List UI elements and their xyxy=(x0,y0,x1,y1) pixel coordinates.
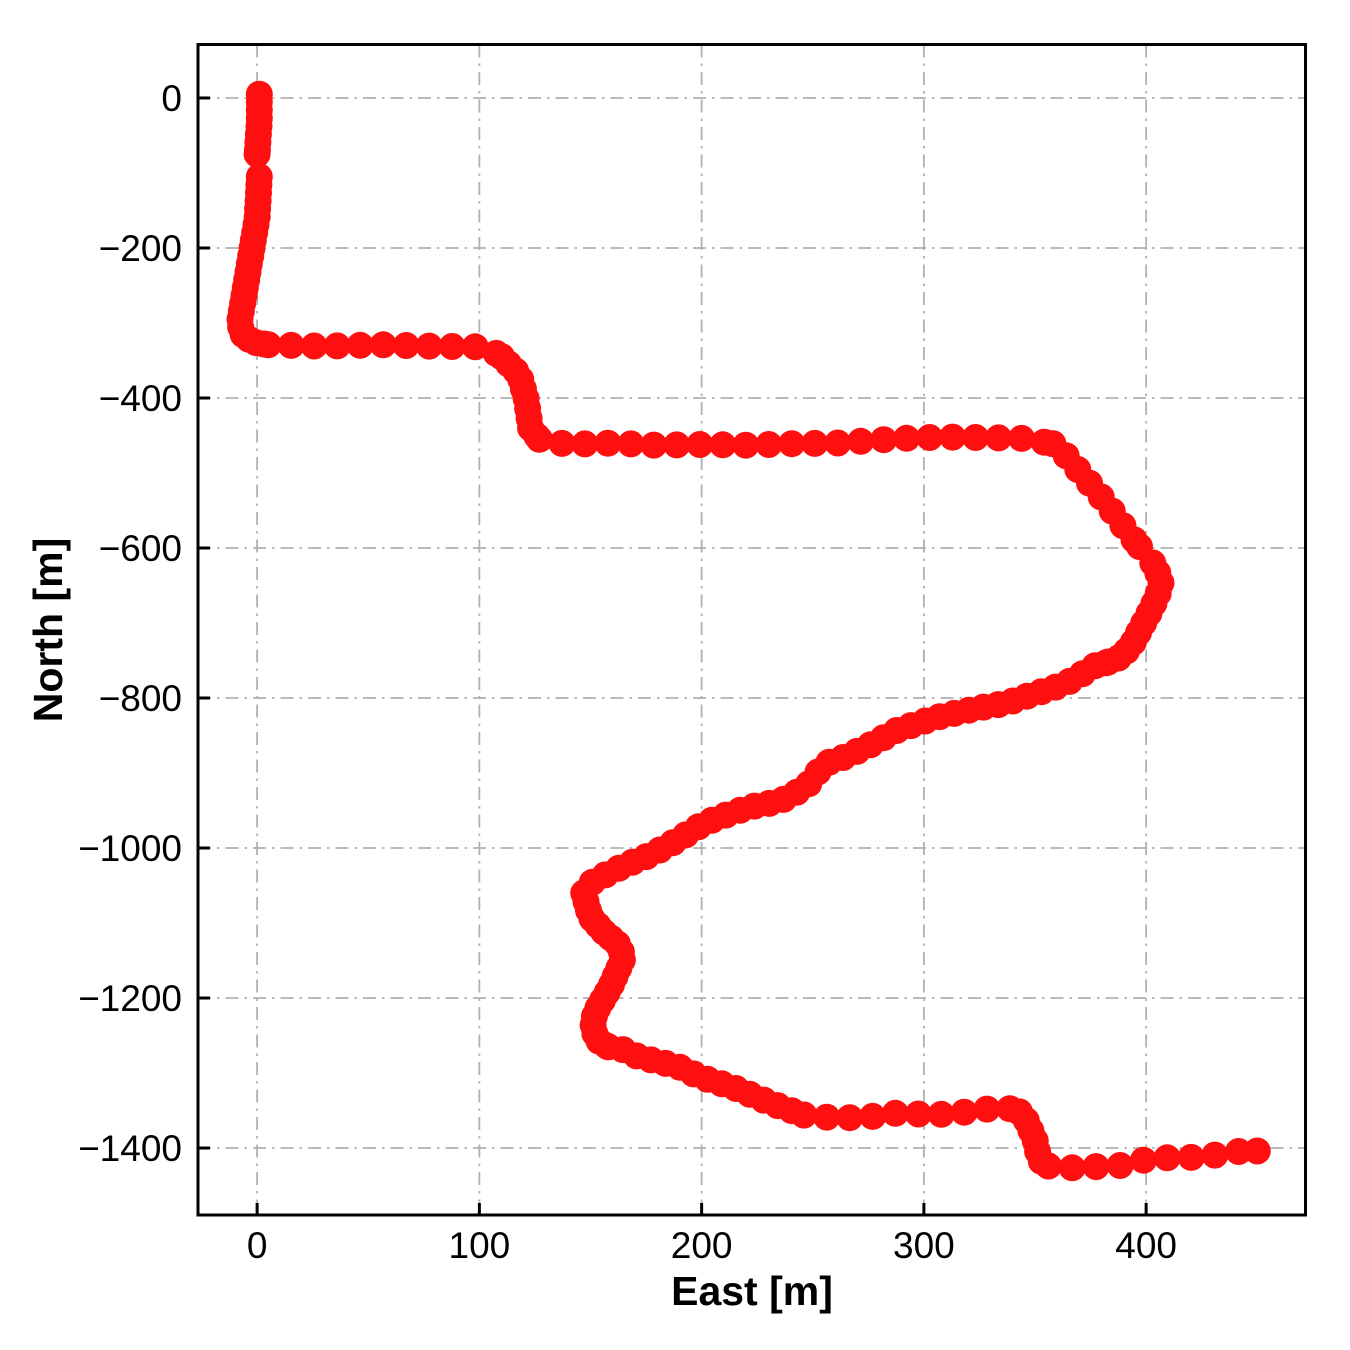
trajectory-dot xyxy=(438,333,466,360)
trajectory-dot xyxy=(277,331,305,359)
trajectory-dot xyxy=(836,1104,864,1132)
trajectory-dot xyxy=(813,1103,841,1131)
trajectory-dot xyxy=(369,331,397,359)
trajectory-dot xyxy=(415,332,443,360)
trajectory-dot xyxy=(950,1098,978,1126)
y-tick-label: −800 xyxy=(99,678,182,719)
trajectory-dot xyxy=(939,423,967,451)
trajectory-dot xyxy=(1106,1152,1134,1179)
trajectory-dot xyxy=(663,431,691,459)
trajectory-dot xyxy=(640,431,668,459)
trajectory-dot xyxy=(916,424,944,451)
trajectory-dot xyxy=(973,1095,1001,1123)
y-axis-label: North [m] xyxy=(25,538,71,722)
trajectory-dot xyxy=(1153,1144,1181,1172)
trajectory-dot xyxy=(870,426,898,454)
trajectory-dot xyxy=(1201,1141,1229,1169)
trajectory-dot xyxy=(962,424,990,451)
trajectory-dot xyxy=(1082,1153,1110,1181)
trajectory-dot xyxy=(904,1100,932,1128)
trajectory-dot xyxy=(847,427,875,455)
trajectory-dot xyxy=(801,429,829,457)
trajectory-dot xyxy=(859,1102,887,1130)
x-tick-label: 200 xyxy=(671,1225,733,1266)
trajectory-dot xyxy=(461,333,489,361)
trajectory-dot xyxy=(824,429,852,457)
y-tick-label: −1000 xyxy=(78,828,182,869)
axis-ticks xyxy=(198,96,1148,1215)
trajectory-dot xyxy=(686,431,714,458)
trajectory-dot xyxy=(893,424,921,452)
trajectory-dot xyxy=(346,331,374,359)
trajectory-dot xyxy=(790,1101,818,1129)
trajectory-dot xyxy=(525,425,553,453)
y-tick-label: −200 xyxy=(99,228,182,269)
trajectory-dot xyxy=(300,332,328,360)
x-tick-label: 100 xyxy=(449,1225,511,1266)
trajectory-dot xyxy=(323,332,351,360)
x-tick-label: 400 xyxy=(1115,1225,1177,1266)
trajectory-dot xyxy=(709,431,737,459)
trajectory-dot xyxy=(1058,1154,1086,1182)
trajectory-dot xyxy=(617,430,645,458)
trajectory-dot xyxy=(392,332,420,359)
trajectory-dot xyxy=(548,429,576,457)
trajectory-dot xyxy=(1130,1146,1157,1174)
trajectory-dot xyxy=(254,331,282,359)
trajectory-dot xyxy=(1034,1152,1062,1180)
trajectory-dot xyxy=(571,430,599,458)
trajectory-dot xyxy=(985,424,1013,452)
y-tick-label: −400 xyxy=(99,378,182,419)
trajectory-dot xyxy=(243,140,271,168)
axis-tick-labels: 0 100 200 300 400 0 −200 −400 −600 −800 −1000 −1200… xyxy=(78,78,1177,1266)
y-tick-label: −1400 xyxy=(78,1128,182,1169)
trajectory-dot xyxy=(594,429,622,457)
plot-border xyxy=(196,43,1307,1217)
trajectory-dot xyxy=(1008,424,1036,452)
trajectory-dot xyxy=(1243,1137,1271,1165)
x-tick-label: 300 xyxy=(893,1225,955,1266)
y-tick-label: 0 xyxy=(161,78,182,119)
trajectory-dot xyxy=(1177,1143,1205,1171)
y-tick-label: −1200 xyxy=(78,978,182,1019)
trajectory-points xyxy=(226,80,1271,1182)
trajectory-dot xyxy=(732,431,760,459)
y-tick-label: −600 xyxy=(99,528,182,569)
trajectory-dot xyxy=(881,1099,909,1127)
x-axis-label: East [m] xyxy=(671,1268,833,1314)
trajectory-dot xyxy=(778,430,806,458)
trajectory-dot xyxy=(755,431,783,458)
trajectory-dot xyxy=(927,1100,955,1128)
x-tick-label: 0 xyxy=(247,1225,268,1266)
